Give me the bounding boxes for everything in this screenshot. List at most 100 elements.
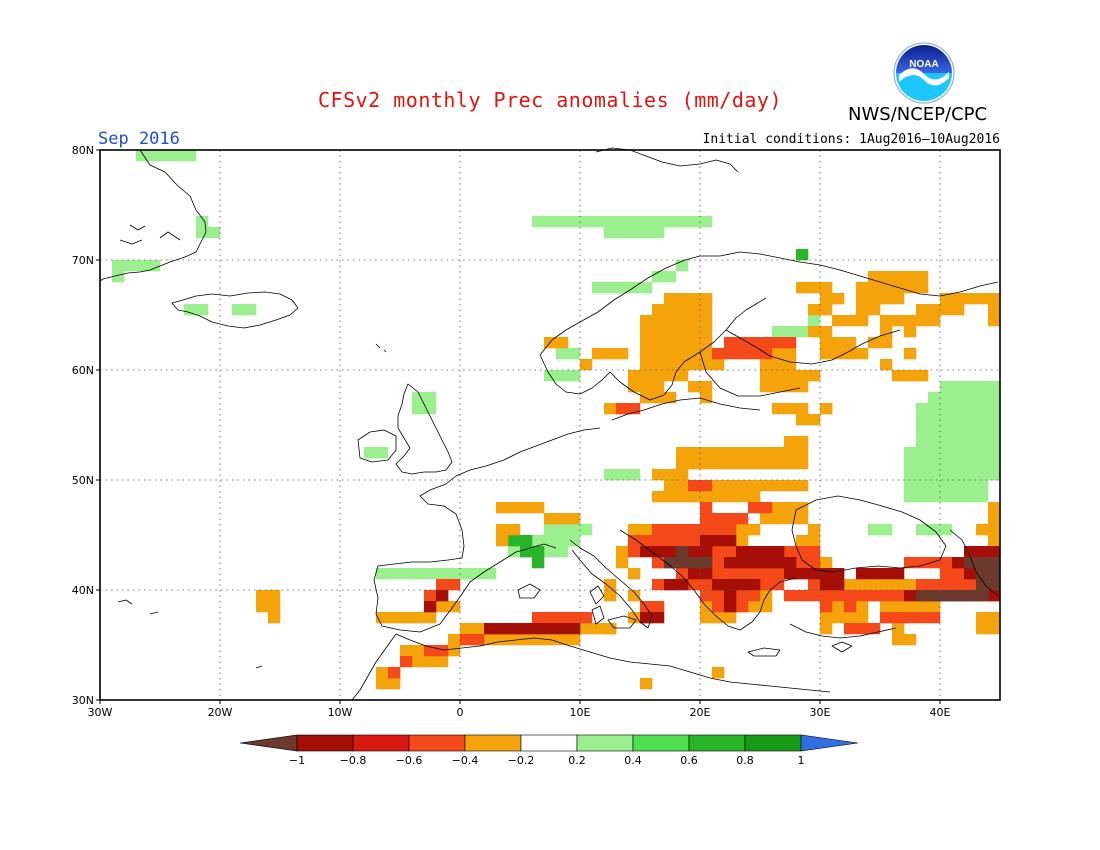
anomaly-cell (436, 590, 449, 602)
anomaly-cell (868, 590, 881, 602)
anomaly-cell (748, 546, 761, 558)
anomaly-cell (436, 601, 449, 613)
anomaly-cell (640, 337, 653, 349)
anomaly-cell (652, 557, 665, 569)
anomaly-cell (976, 458, 989, 470)
anomaly-cell (568, 623, 581, 635)
anomaly-cell (736, 447, 749, 459)
anomaly-cell (172, 150, 185, 162)
anomaly-cell (844, 348, 857, 360)
anomaly-cell (844, 590, 857, 602)
anomaly-cell (628, 535, 641, 547)
anomaly-cell (916, 458, 929, 470)
anomaly-cell (676, 315, 689, 327)
anomaly-cell (880, 271, 893, 283)
anomaly-cell (964, 458, 977, 470)
anomaly-cell (412, 392, 425, 404)
anomaly-cell (604, 348, 617, 360)
anomaly-cell (760, 359, 773, 371)
anomaly-cell (856, 348, 869, 360)
anomaly-cell (736, 491, 749, 503)
anomaly-cell (556, 370, 569, 382)
colorbar-swatch (408, 734, 466, 752)
anomaly-cell (724, 601, 737, 613)
anomaly-cell (856, 601, 869, 613)
anomaly-cell (760, 458, 773, 470)
anomaly-cell (904, 282, 917, 294)
anomaly-cell (520, 634, 533, 646)
anomaly-cell (652, 491, 665, 503)
anomaly-cell (760, 447, 773, 459)
anomaly-cell (424, 392, 437, 404)
anomaly-cell (268, 612, 281, 624)
anomaly-cell (760, 579, 773, 591)
anomaly-cell (916, 590, 929, 602)
anomaly-cell (436, 645, 449, 657)
anomaly-cell (928, 601, 941, 613)
anomaly-cell (880, 612, 893, 624)
anomaly-cell (868, 623, 881, 635)
anomaly-cell (748, 502, 761, 514)
anomaly-cell (928, 403, 941, 415)
anomaly-cell (436, 579, 449, 591)
anomaly-cell (652, 326, 665, 338)
anomaly-cell (904, 612, 917, 624)
anomaly-cell (976, 590, 989, 602)
lon-tick-label: 30W (88, 706, 113, 719)
anomaly-cell (892, 293, 905, 305)
anomaly-cell (784, 502, 797, 514)
anomaly-cell (976, 623, 989, 635)
anomaly-cell (940, 469, 953, 481)
anomaly-cell (652, 359, 665, 371)
anomaly-cell (640, 535, 653, 547)
anomaly-cell (760, 568, 773, 580)
anomaly-cell (832, 568, 845, 580)
anomaly-cell (916, 557, 929, 569)
anomaly-cell (928, 458, 941, 470)
anomaly-cell (688, 480, 701, 492)
anomaly-cell (712, 491, 725, 503)
anomaly-cell (712, 667, 725, 679)
anomaly-cell (472, 634, 485, 646)
anomaly-cell (712, 579, 725, 591)
anomaly-cell (688, 447, 701, 459)
anomaly-cell (772, 513, 785, 525)
anomaly-cell (832, 337, 845, 349)
anomaly-cell (724, 491, 737, 503)
anomaly-cell (940, 304, 953, 316)
anomaly-cell (388, 612, 401, 624)
anomaly-cell (664, 524, 677, 536)
anomaly-cell (892, 271, 905, 283)
anomaly-cell (640, 524, 653, 536)
anomaly-cell (652, 227, 665, 239)
anomaly-cell (964, 414, 977, 426)
anomaly-cell (988, 392, 1001, 404)
colorbar-tick-label: 0.6 (680, 754, 698, 767)
anomaly-cell (664, 480, 677, 492)
anomaly-cell (880, 326, 893, 338)
anomaly-cell (520, 546, 533, 558)
anomaly-cell (736, 513, 749, 525)
anomaly-cell (880, 524, 893, 536)
anomaly-cell (820, 601, 833, 613)
anomaly-cell (964, 491, 977, 503)
anomaly-cell (532, 634, 545, 646)
anomaly-cell (820, 304, 833, 316)
anomaly-cell (832, 579, 845, 591)
anomaly-cell (736, 601, 749, 613)
colorbar-tick-label: −0.2 (508, 754, 535, 767)
anomaly-cell (856, 282, 869, 294)
anomaly-cell (892, 590, 905, 602)
anomaly-cell (808, 304, 821, 316)
anomaly-cell (556, 612, 569, 624)
anomaly-cell (556, 546, 569, 558)
anomaly-cell (916, 425, 929, 437)
anomaly-cell (688, 557, 701, 569)
anomaly-cell (376, 678, 389, 690)
anomaly-cell (640, 348, 653, 360)
anomaly-cell (496, 535, 509, 547)
anomaly-cell (688, 348, 701, 360)
anomaly-cell (784, 546, 797, 558)
anomaly-cell (988, 513, 1001, 525)
anomaly-cell (928, 480, 941, 492)
